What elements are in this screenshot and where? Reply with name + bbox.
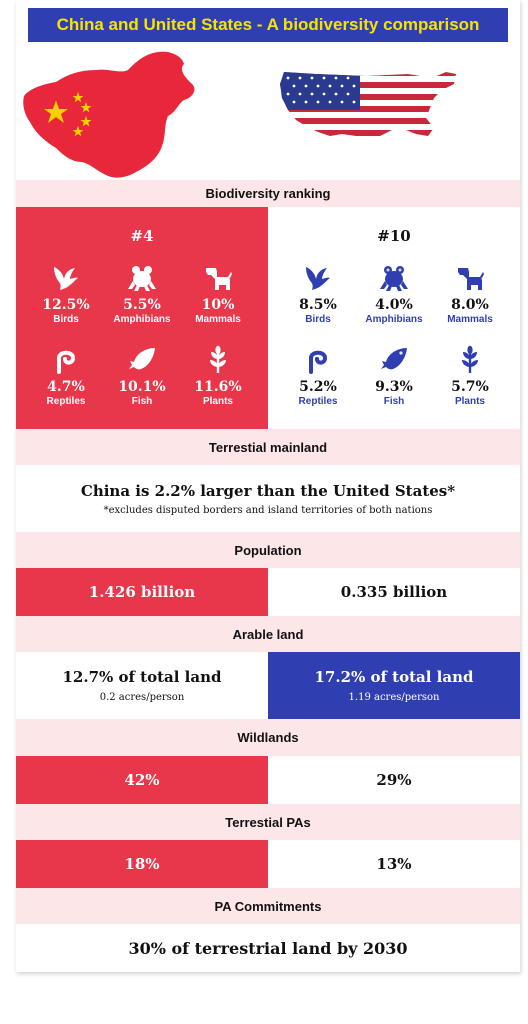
snake-icon (51, 345, 81, 375)
section-arable-land: Arable land (16, 616, 520, 652)
usa-pas-cell: 13% (268, 840, 520, 888)
section-terrestrial-pas: Terrestial PAs (16, 804, 520, 840)
stat-value: 5.2% (299, 379, 337, 395)
stat-value: 8.0% (451, 297, 489, 313)
stat-label: Mammals (195, 314, 241, 325)
stat-label: Birds (305, 314, 331, 325)
usa-arable-main: 17.2% of total land (314, 668, 474, 686)
stat-label: Reptiles (298, 396, 338, 407)
usa-arable-sub: 1.19 acres/person (348, 692, 440, 703)
china-pas-cell: 18% (16, 840, 268, 888)
usa-stats-grid: 8.5% Birds 4.0% Amphibians 8.0% Mammals 5.2% Re… (280, 263, 508, 423)
china-stat-reptiles: 4.7% Reptiles (28, 345, 104, 425)
china-population: 1.426 billion (88, 583, 196, 601)
china-stat-fish: 10.1% Fish (104, 345, 180, 425)
stat-label: Plants (202, 396, 233, 407)
china-arable-sub: 0.2 acres/person (99, 692, 185, 703)
usa-arable-cell: 17.2% of total land 1.19 acres/person (268, 652, 520, 719)
stat-label: Reptiles (46, 396, 86, 407)
stat-label: Fish (131, 396, 153, 407)
infographic-card: China and United States - A biodiversity… (16, 0, 520, 972)
plant-icon (455, 345, 485, 375)
stat-value: 4.7% (47, 379, 85, 395)
china-biodiversity-panel: #4 12.5% Birds 5.5% Amphibians 10% Mammals 4.7… (16, 207, 268, 429)
stat-label: Amphibians (365, 314, 423, 325)
usa-biodiversity-panel: #10 8.5% Birds 4.0% Amphibians 8.0% Mammals 5.… (268, 207, 520, 429)
stat-value: 5.7% (451, 379, 489, 395)
usa-stat-plants: 5.7% Plants (432, 345, 508, 425)
terrestrial-pas-row: 18% 13% (16, 840, 520, 888)
usa-wildlands: 29% (376, 771, 412, 789)
frog-icon (127, 263, 157, 293)
mainland-comparison: China is 2.2% larger than the United Sta… (16, 465, 520, 532)
small-stars (72, 92, 92, 137)
usa-stat-fish: 9.3% Fish (356, 345, 432, 425)
population-row: 1.426 billion 0.335 billion (16, 568, 520, 616)
plant-icon (203, 345, 233, 375)
usa-population: 0.335 billion (340, 583, 448, 601)
stat-value: 10% (201, 297, 235, 313)
china-arable-main: 12.7% of total land (62, 668, 222, 686)
usa-wildlands-cell: 29% (268, 756, 520, 804)
section-terrestrial-mainland: Terrestial mainland (16, 429, 520, 465)
section-population: Population (16, 532, 520, 568)
arable-land-row: 12.7% of total land 0.2 acres/person 17.… (16, 652, 520, 719)
fish-icon (127, 345, 157, 375)
usa-terrestrial-pas: 13% (376, 855, 412, 873)
usa-map (280, 72, 456, 140)
section-biodiversity-ranking: Biodiversity ranking (16, 180, 520, 207)
frog-icon (379, 263, 409, 293)
usa-stat-amphibians: 4.0% Amphibians (356, 263, 432, 343)
pa-commitment-row: 30% of terrestrial land by 2030 (16, 924, 520, 972)
usa-stat-birds: 8.5% Birds (280, 263, 356, 343)
china-stat-mammals: 10% Mammals (180, 263, 256, 343)
china-wildlands: 42% (124, 771, 160, 789)
china-wildlands-cell: 42% (16, 756, 268, 804)
mainland-statement: China is 2.2% larger than the United Sta… (80, 481, 456, 500)
china-rank: #4 (130, 227, 154, 245)
china-stats-grid: 12.5% Birds 5.5% Amphibians 10% Mammals 4.7% Re… (28, 263, 256, 423)
bird-icon (303, 263, 333, 293)
usa-stat-mammals: 8.0% Mammals (432, 263, 508, 343)
stat-label: Birds (53, 314, 79, 325)
china-stat-plants: 11.6% Plants (180, 345, 256, 425)
china-stat-amphibians: 5.5% Amphibians (104, 263, 180, 343)
dog-icon (455, 263, 485, 293)
china-population-cell: 1.426 billion (16, 568, 268, 616)
usa-population-cell: 0.335 billion (268, 568, 520, 616)
page-title: China and United States - A biodiversity… (28, 8, 508, 42)
bird-icon (51, 263, 81, 293)
usa-stat-reptiles: 5.2% Reptiles (280, 345, 356, 425)
stat-value: 5.5% (123, 297, 161, 313)
stat-value: 10.1% (118, 379, 166, 395)
snake-icon (303, 345, 333, 375)
fish-icon (379, 345, 409, 375)
stat-label: Amphibians (113, 314, 171, 325)
china-map (23, 51, 195, 178)
stat-label: Plants (454, 396, 485, 407)
pa-commitment: 30% of terrestrial land by 2030 (128, 938, 408, 958)
china-terrestrial-pas: 18% (124, 855, 160, 873)
dog-icon (203, 263, 233, 293)
usa-rank: #10 (377, 227, 411, 245)
mainland-footnote: *excludes disputed borders and island te… (103, 504, 433, 516)
stat-value: 4.0% (375, 297, 413, 313)
stat-label: Fish (383, 396, 405, 407)
country-maps (23, 51, 456, 178)
wildlands-row: 42% 29% (16, 756, 520, 804)
china-arable-cell: 12.7% of total land 0.2 acres/person (16, 652, 268, 719)
stat-label: Mammals (447, 314, 493, 325)
china-stat-birds: 12.5% Birds (28, 263, 104, 343)
stat-value: 8.5% (299, 297, 337, 313)
section-wildlands: Wildlands (16, 719, 520, 756)
stat-value: 9.3% (375, 379, 413, 395)
stat-value: 12.5% (42, 297, 90, 313)
section-pa-commitments: PA Commitments (16, 888, 520, 924)
stat-value: 11.6% (194, 379, 242, 395)
